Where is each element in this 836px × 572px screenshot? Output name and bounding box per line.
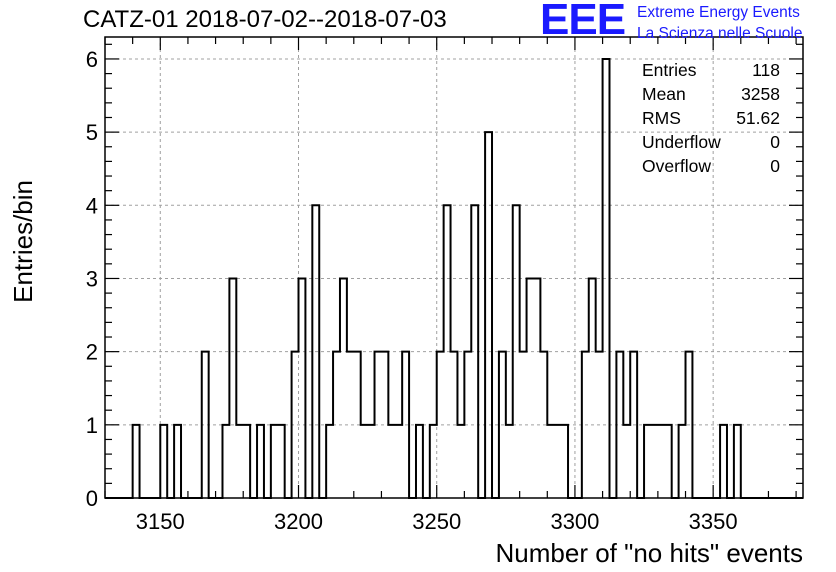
x-tick-label: 3250 [412, 509, 461, 534]
stat-value: 118 [752, 58, 780, 82]
stat-row-underflow: Underflow 0 [642, 130, 780, 154]
stat-label: Overflow [642, 154, 711, 178]
stat-row-overflow: Overflow 0 [642, 154, 780, 178]
stat-row-entries: Entries 118 [642, 58, 780, 82]
y-tick-label: 6 [86, 47, 98, 72]
stat-row-mean: Mean 3258 [642, 82, 780, 106]
stat-row-rms: RMS 51.62 [642, 106, 780, 130]
y-tick-label: 0 [86, 486, 98, 511]
stat-value: 51.62 [736, 106, 780, 130]
stats-box: Entries 118 Mean 3258 RMS 51.62 Underflo… [642, 58, 780, 178]
stat-value: 0 [770, 154, 780, 178]
y-tick-label: 3 [86, 266, 98, 291]
y-tick-labels: 0 1 2 3 4 5 6 [86, 47, 98, 511]
logo-line-1: Extreme Energy Events [637, 4, 800, 22]
stat-label: Mean [642, 82, 686, 106]
y-tick-label: 2 [86, 340, 98, 365]
y-tick-label: 4 [86, 193, 98, 218]
eee-logo: EEE Extreme Energy Events La Scienza nel… [540, 2, 830, 44]
stat-label: Entries [642, 58, 696, 82]
eee-logo-mark: EEE [540, 0, 625, 44]
logo-line-2: La Scienza nelle Scuole [637, 25, 802, 43]
stat-label: Underflow [642, 130, 721, 154]
y-axis-title: Entries/bin [8, 180, 38, 303]
chart-title: CATZ-01 2018-07-02--2018-07-03 [83, 6, 447, 34]
x-tick-label: 3300 [550, 509, 599, 534]
stat-value: 0 [770, 130, 780, 154]
x-axis-title: Number of "no hits" events [496, 538, 804, 568]
stat-label: RMS [642, 106, 681, 130]
x-tick-label: 3200 [274, 509, 323, 534]
x-tick-labels: 3150 3200 3250 3300 3350 [136, 509, 738, 534]
stat-value: 3258 [741, 82, 780, 106]
x-tick-label: 3150 [136, 509, 185, 534]
y-tick-label: 1 [86, 413, 98, 438]
y-tick-label: 5 [86, 120, 98, 145]
x-tick-label: 3350 [689, 509, 738, 534]
